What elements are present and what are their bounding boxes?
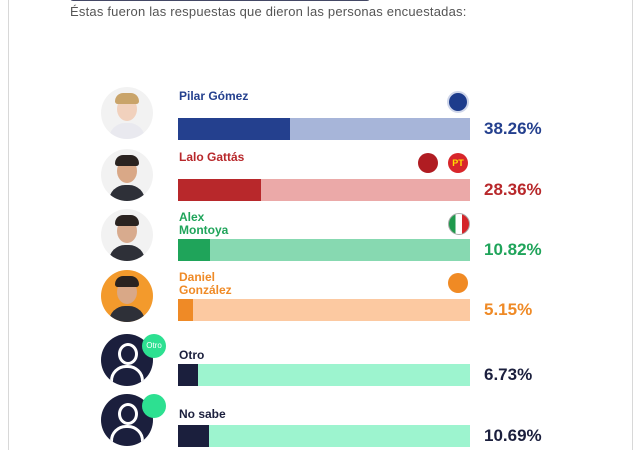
icon-body [110, 365, 144, 386]
candidate-name: Alex Montoya [179, 210, 229, 237]
body [109, 185, 145, 201]
bar-track [178, 179, 470, 201]
bar [178, 239, 210, 261]
body [109, 306, 145, 322]
bar [178, 118, 290, 140]
border [8, 0, 9, 450]
hair [115, 155, 139, 166]
value-label: 10.82% [484, 240, 542, 259]
bar-track [178, 425, 470, 447]
bar [178, 425, 210, 447]
party-logo [448, 213, 470, 235]
value-label: 28.36% [484, 180, 542, 199]
candidate-name: Daniel González [179, 270, 232, 297]
bar [178, 179, 261, 201]
bar [178, 299, 194, 321]
bar [178, 364, 198, 386]
icon-body [110, 425, 144, 446]
bar-track [178, 299, 470, 321]
avatar [101, 209, 153, 261]
party-logo: PT [448, 153, 468, 173]
candidate-name: Lalo Gattás [179, 150, 245, 164]
avatar [101, 149, 153, 201]
candidate-name: No sabe [179, 407, 226, 421]
body [109, 245, 145, 261]
cut-title [70, 0, 370, 1]
candidate-name: Pilar Gómez [179, 89, 249, 103]
hair [115, 276, 139, 287]
hair [115, 215, 139, 226]
avatar [101, 394, 153, 446]
bar-track [178, 239, 470, 261]
bar-track [178, 118, 470, 140]
icon-head [118, 403, 138, 425]
avatar [101, 270, 153, 322]
hair [115, 93, 139, 104]
body [109, 123, 145, 139]
subtitle: Éstas fueron las respuestas que dieron l… [70, 4, 467, 19]
badge: Otro [142, 334, 166, 358]
party-logo [448, 273, 468, 293]
border [632, 0, 633, 450]
value-label: 6.73% [484, 365, 533, 384]
candidate-name: Otro [179, 348, 205, 362]
value-label: 10.69% [484, 426, 542, 445]
party-logo [447, 91, 469, 113]
icon-head [118, 343, 138, 365]
party-logo [418, 153, 438, 173]
avatar [101, 87, 153, 139]
bar-track [178, 364, 470, 386]
value-label: 38.26% [484, 119, 542, 138]
value-label: 5.15% [484, 300, 533, 319]
badge-icon [142, 394, 166, 418]
